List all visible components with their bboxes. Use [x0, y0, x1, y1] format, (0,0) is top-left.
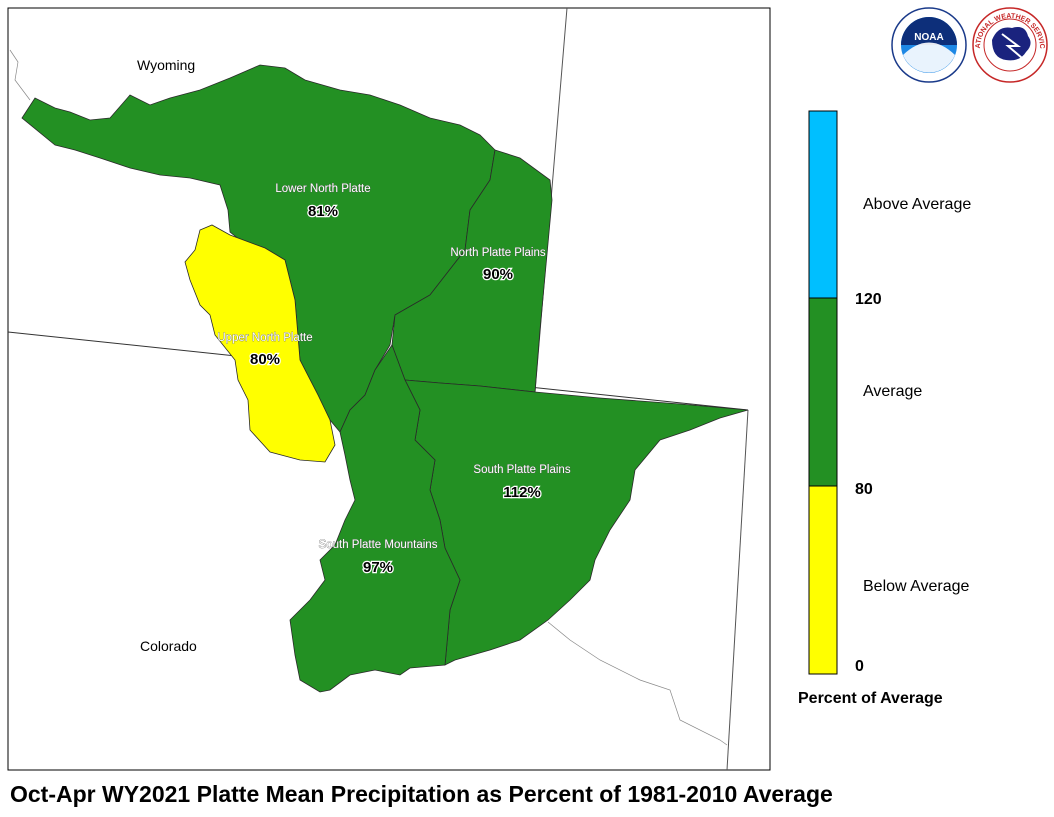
- noaa-logo-text: NOAA: [914, 32, 943, 43]
- basin-percent-lower-north-platte: 81%: [308, 203, 338, 220]
- legend-swatch-above-average: [808, 110, 838, 299]
- legend-tick-0: 0: [855, 658, 864, 675]
- legend-tick-120: 120: [855, 291, 882, 308]
- legend: Above Average Average Below Average 120 …: [798, 110, 971, 707]
- basin-percent-south-platte-mountains: 97%: [363, 559, 393, 576]
- legend-title: Percent of Average: [798, 690, 943, 707]
- boundary-line: [9, 49, 31, 101]
- basin-name-upper-north-platte: Upper North Platte: [217, 332, 312, 344]
- basin-name-south-platte-mountains: South Platte Mountains: [319, 539, 438, 551]
- boundary-line: [547, 621, 728, 746]
- map-title: Oct-Apr WY2021 Platte Mean Precipitation…: [10, 781, 833, 807]
- noaa-logo: NOAA: [891, 7, 967, 83]
- state-label-colorado: Colorado: [140, 638, 197, 654]
- basin-upper-north-platte[interactable]: [184, 224, 336, 463]
- legend-swatch-below-average: [808, 485, 838, 675]
- legend-tick-80: 80: [855, 481, 873, 498]
- basin-south-platte-mountains[interactable]: [289, 344, 461, 693]
- basin-name-lower-north-platte: Lower North Platte: [275, 183, 370, 195]
- basin-name-south-platte-plains: South Platte Plains: [473, 464, 570, 476]
- state-label-wyoming: Wyoming: [137, 57, 195, 73]
- legend-label-below-average: Below Average: [863, 578, 970, 595]
- basin-percent-upper-north-platte: 80%: [250, 351, 280, 368]
- legend-swatch-average: [808, 297, 838, 487]
- state-border: [726, 409, 749, 771]
- legend-label-average: Average: [863, 383, 922, 400]
- basin-percent-north-platte-plains: 90%: [483, 266, 513, 283]
- legend-label-above-average: Above Average: [863, 196, 971, 213]
- basin-name-north-platte-plains: North Platte Plains: [450, 247, 545, 259]
- basin-percent-south-platte-plains: 112%: [503, 484, 541, 501]
